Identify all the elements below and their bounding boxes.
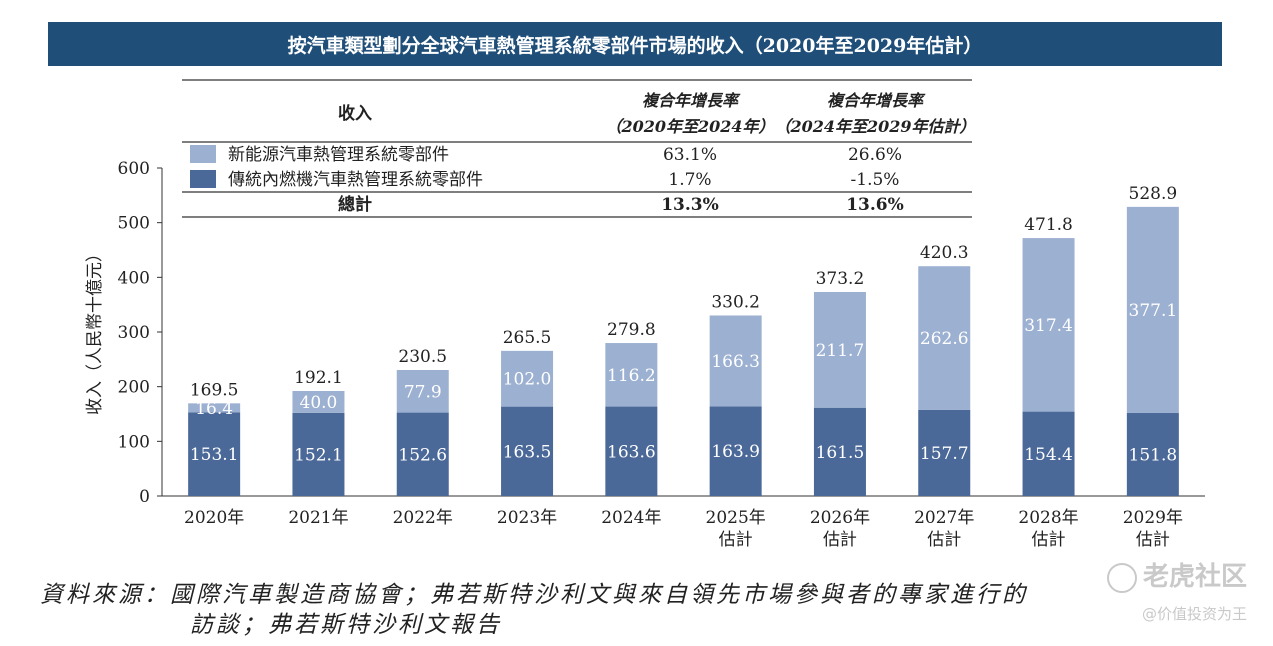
data-label-new-energy: 262.6 [920,329,969,349]
legend-swatch [190,170,216,188]
bar-new-energy [813,291,866,408]
y-tick-label: 200 [118,378,150,398]
data-label-total: 373.2 [816,269,865,289]
data-label-new-energy: 16.4 [195,399,233,419]
x-tick-label: 2020年 [184,508,244,528]
table-header-revenue: 收入 [338,103,372,124]
data-label-traditional: 163.5 [503,442,552,462]
data-label-traditional: 153.1 [190,445,239,465]
x-tick-label: 估計 [823,530,857,550]
data-label-total: 230.5 [398,347,447,367]
y-tick-label: 100 [118,432,150,452]
data-label-total: 420.3 [920,243,969,263]
x-tick-label: 估計 [719,530,753,550]
x-tick-label: 估計 [1136,530,1170,550]
data-label-new-energy: 116.2 [607,366,656,386]
bar-new-energy [396,369,449,413]
x-tick-label: 2024年 [601,508,661,528]
legend-swatch [190,145,216,163]
source-line-1: 資料來源：國際汽車製造商協會；弗若斯特沙利文與來自領先市場參與者的專家進行的 [40,582,1028,608]
y-tick-label: 0 [139,487,150,507]
bar-new-energy [918,266,971,410]
watermark-sub: @价值投资为王 [1141,605,1247,623]
bar-traditional [501,406,554,496]
data-label-new-energy: 102.0 [503,370,552,390]
total-cagr-value: 13.6% [846,195,904,215]
bar-new-energy [605,343,658,407]
bar-traditional [918,409,971,496]
x-tick-label: 2026年 [810,508,870,528]
data-label-total: 528.9 [1129,184,1178,204]
x-tick-label: 估計 [927,530,961,550]
cagr-value: 1.7% [668,170,711,190]
y-tick-label: 600 [118,159,150,179]
data-label-total: 192.1 [294,368,343,388]
total-row-label: 總計 [338,194,372,215]
table-header-cagr2-line1: 複合年增長率 [827,91,926,110]
data-label-traditional: 163.6 [607,442,656,462]
x-tick-label: 2028年 [1018,508,1078,528]
x-tick-label: 2027年 [914,508,974,528]
data-label-total: 330.2 [711,292,760,312]
bar-traditional [709,406,762,496]
data-label-traditional: 152.6 [398,445,447,465]
x-tick-label: 2021年 [288,508,348,528]
table-header-cagr1-line1: 複合年增長率 [642,91,741,110]
legend-label: 傳統內燃機汽車熱管理系統零部件 [228,170,483,190]
y-tick-label: 300 [118,323,150,343]
data-label-total: 279.8 [607,320,656,340]
bar-new-energy [1126,206,1179,414]
x-tick-label: 2029年 [1123,508,1183,528]
data-label-new-energy: 40.0 [300,393,338,413]
bar-new-energy [709,315,762,407]
data-label-traditional: 152.1 [294,445,343,465]
total-cagr-value: 13.3% [661,195,719,215]
cagr-value: 63.1% [663,145,717,165]
bar-traditional [813,407,866,496]
x-tick-label: 2025年 [706,508,766,528]
table-header-cagr2-line2: （2024年至2029年估計） [774,117,975,136]
bar-traditional [292,412,345,496]
data-label-new-energy: 166.3 [711,352,760,372]
chart-title: 按汽車類型劃分全球汽車熱管理系統零部件市場的收入（2020年至2029年估計） [48,22,1222,66]
watermark-main: 老虎社区 [1142,562,1247,592]
tiger-logo-icon [1106,562,1137,593]
bar-traditional [396,412,449,496]
data-label-new-energy: 211.7 [816,341,865,361]
source-line-2: 訪談；弗若斯特沙利文報告 [190,612,502,638]
y-tick-label: 400 [118,268,150,288]
data-label-traditional: 157.7 [920,444,969,464]
data-label-new-energy: 377.1 [1129,301,1178,321]
y-axis-label: 收入（人民幣十億元） [85,245,105,415]
data-label-total: 471.8 [1024,215,1073,235]
bar-traditional [605,406,658,496]
bar-new-energy [292,390,345,413]
x-tick-label: 2022年 [393,508,453,528]
y-tick-label: 500 [118,214,150,234]
data-label-new-energy: 77.9 [404,382,442,402]
bar-new-energy [501,350,554,407]
data-label-traditional: 161.5 [816,443,865,463]
x-tick-label: 估計 [1032,530,1066,550]
bar-new-energy [188,403,241,413]
data-label-new-energy: 317.4 [1024,316,1073,336]
data-label-traditional: 154.4 [1024,445,1073,465]
legend-label: 新能源汽車熱管理系統零部件 [228,145,449,165]
data-label-traditional: 151.8 [1129,446,1178,466]
cagr-value: 26.6% [848,145,902,165]
source-note: 資料來源：國際汽車製造商協會；弗若斯特沙利文與來自領先市場參與者的專家進行的 訪… [40,580,1240,640]
bar-new-energy [1022,238,1075,412]
watermark: 老虎社区 @价值投资为王 [1106,556,1247,624]
data-label-total: 169.5 [190,380,239,400]
bar-traditional [1022,411,1075,496]
x-tick-label: 2023年 [497,508,557,528]
table-header-cagr1-line2: （2020年至2024年） [605,117,774,136]
data-label-traditional: 163.9 [711,442,760,462]
cagr-value: -1.5% [851,170,900,190]
bar-traditional [1126,413,1179,496]
data-label-total: 265.5 [503,328,552,348]
bar-traditional [188,412,241,496]
